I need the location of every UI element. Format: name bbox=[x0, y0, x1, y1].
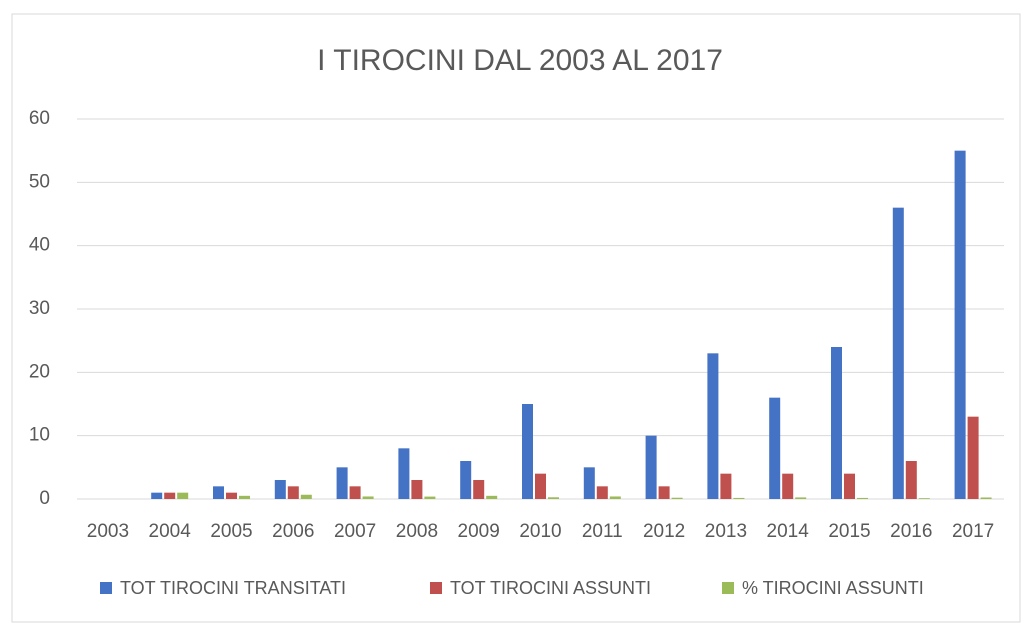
y-tick-label: 60 bbox=[29, 108, 50, 129]
bar bbox=[658, 486, 670, 499]
legend-swatch bbox=[430, 582, 442, 594]
x-tick-label: 2003 bbox=[87, 521, 129, 542]
x-tick-label: 2011 bbox=[582, 521, 623, 542]
bar bbox=[362, 496, 374, 499]
bar bbox=[892, 207, 904, 499]
y-tick-label: 40 bbox=[29, 235, 50, 256]
bar bbox=[460, 461, 472, 499]
x-tick-label: 2004 bbox=[149, 521, 192, 542]
bar bbox=[177, 492, 189, 499]
chart-title: I TIROCINI DAL 2003 AL 2017 bbox=[317, 44, 723, 77]
y-tick-label: 0 bbox=[39, 488, 50, 509]
x-tick-label: 2005 bbox=[210, 521, 252, 542]
bar bbox=[274, 480, 286, 499]
y-tick-label: 20 bbox=[29, 361, 50, 382]
bar bbox=[287, 486, 299, 499]
bar bbox=[769, 397, 781, 499]
bar bbox=[398, 448, 410, 499]
bar bbox=[782, 473, 794, 499]
bar bbox=[411, 480, 423, 499]
legend-label: TOT TIROCINI ASSUNTI bbox=[450, 578, 651, 598]
legend-swatch bbox=[100, 582, 112, 594]
bar bbox=[226, 492, 237, 499]
bar bbox=[424, 496, 436, 499]
bar bbox=[720, 473, 732, 499]
bar bbox=[522, 404, 533, 499]
bar bbox=[645, 435, 657, 499]
y-tick-label: 10 bbox=[29, 425, 50, 446]
bar bbox=[980, 497, 992, 499]
bar bbox=[671, 497, 683, 499]
x-tick-label: 2013 bbox=[705, 521, 747, 542]
bar bbox=[239, 495, 250, 499]
chart-frame bbox=[11, 13, 1021, 623]
bar bbox=[733, 497, 745, 499]
x-tick-label: 2016 bbox=[890, 521, 932, 542]
bar bbox=[831, 347, 842, 499]
bar bbox=[213, 486, 224, 499]
legend-label: TOT TIROCINI TRANSITATI bbox=[120, 578, 346, 598]
bar bbox=[918, 498, 930, 499]
x-tick-label: 2010 bbox=[519, 521, 561, 542]
bar bbox=[151, 492, 163, 499]
bar bbox=[844, 473, 855, 499]
legend-label: % TIROCINI ASSUNTI bbox=[742, 578, 924, 598]
bar bbox=[596, 486, 608, 499]
y-tick-label: 50 bbox=[29, 171, 50, 192]
bar bbox=[164, 492, 176, 499]
x-tick-label: 2008 bbox=[396, 521, 438, 542]
bar bbox=[857, 497, 868, 499]
bar bbox=[473, 480, 485, 499]
x-tick-label: 2014 bbox=[767, 521, 810, 542]
x-tick-label: 2017 bbox=[952, 521, 994, 542]
bar bbox=[535, 473, 546, 499]
bar bbox=[905, 461, 917, 499]
x-tick-label: 2012 bbox=[643, 521, 685, 542]
bar bbox=[967, 416, 979, 499]
x-tick-label: 2006 bbox=[272, 521, 314, 542]
bar bbox=[795, 497, 807, 499]
bar bbox=[583, 467, 595, 499]
bar bbox=[954, 150, 966, 499]
y-tick-label: 30 bbox=[29, 298, 50, 319]
bar bbox=[300, 494, 312, 499]
bar bbox=[486, 495, 498, 499]
bar bbox=[336, 467, 348, 499]
legend-swatch bbox=[722, 582, 734, 594]
x-tick-label: 2009 bbox=[458, 521, 500, 542]
x-tick-label: 2015 bbox=[828, 521, 870, 542]
x-tick-label: 2007 bbox=[334, 521, 376, 542]
bar bbox=[707, 353, 719, 499]
bar bbox=[349, 486, 361, 499]
bar bbox=[609, 496, 621, 499]
bar bbox=[548, 497, 559, 499]
